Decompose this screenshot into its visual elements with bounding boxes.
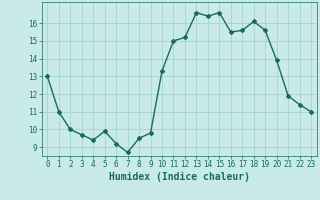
X-axis label: Humidex (Indice chaleur): Humidex (Indice chaleur) <box>109 172 250 182</box>
